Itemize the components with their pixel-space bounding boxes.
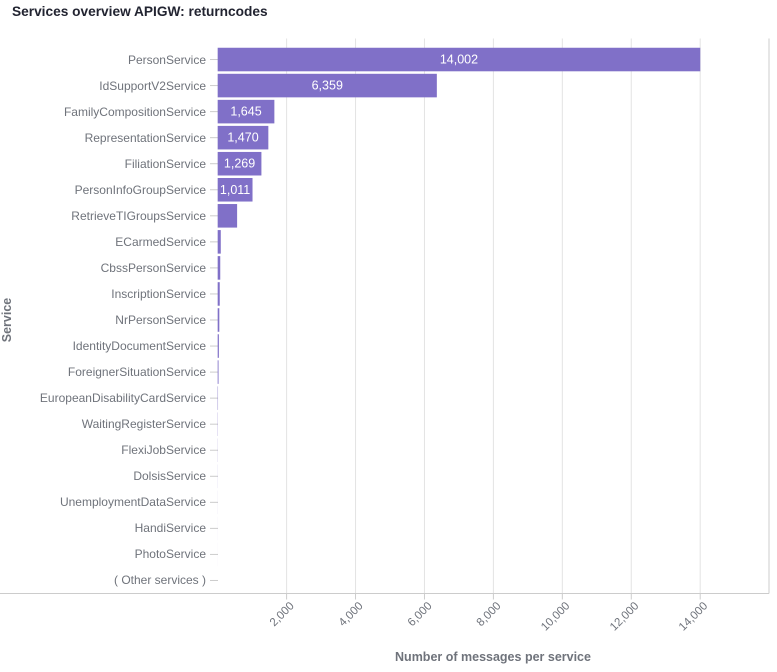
svg-text:4,000: 4,000 [337,600,366,629]
svg-text:1,645: 1,645 [230,105,261,119]
svg-text:14,000: 14,000 [677,600,710,633]
svg-text:1,011: 1,011 [220,183,250,197]
svg-text:8,000: 8,000 [475,600,504,629]
svg-text:10,000: 10,000 [539,600,572,633]
svg-text:6,000: 6,000 [406,600,435,629]
svg-text:1,269: 1,269 [224,157,255,171]
svg-text:Number of messages per service: Number of messages per service [395,650,591,664]
svg-text:12,000: 12,000 [608,600,641,633]
svg-text:2,000: 2,000 [268,600,297,629]
svg-text:14,002: 14,002 [440,53,478,67]
svg-text:1,470: 1,470 [227,131,258,145]
svg-text:6,359: 6,359 [312,79,343,93]
